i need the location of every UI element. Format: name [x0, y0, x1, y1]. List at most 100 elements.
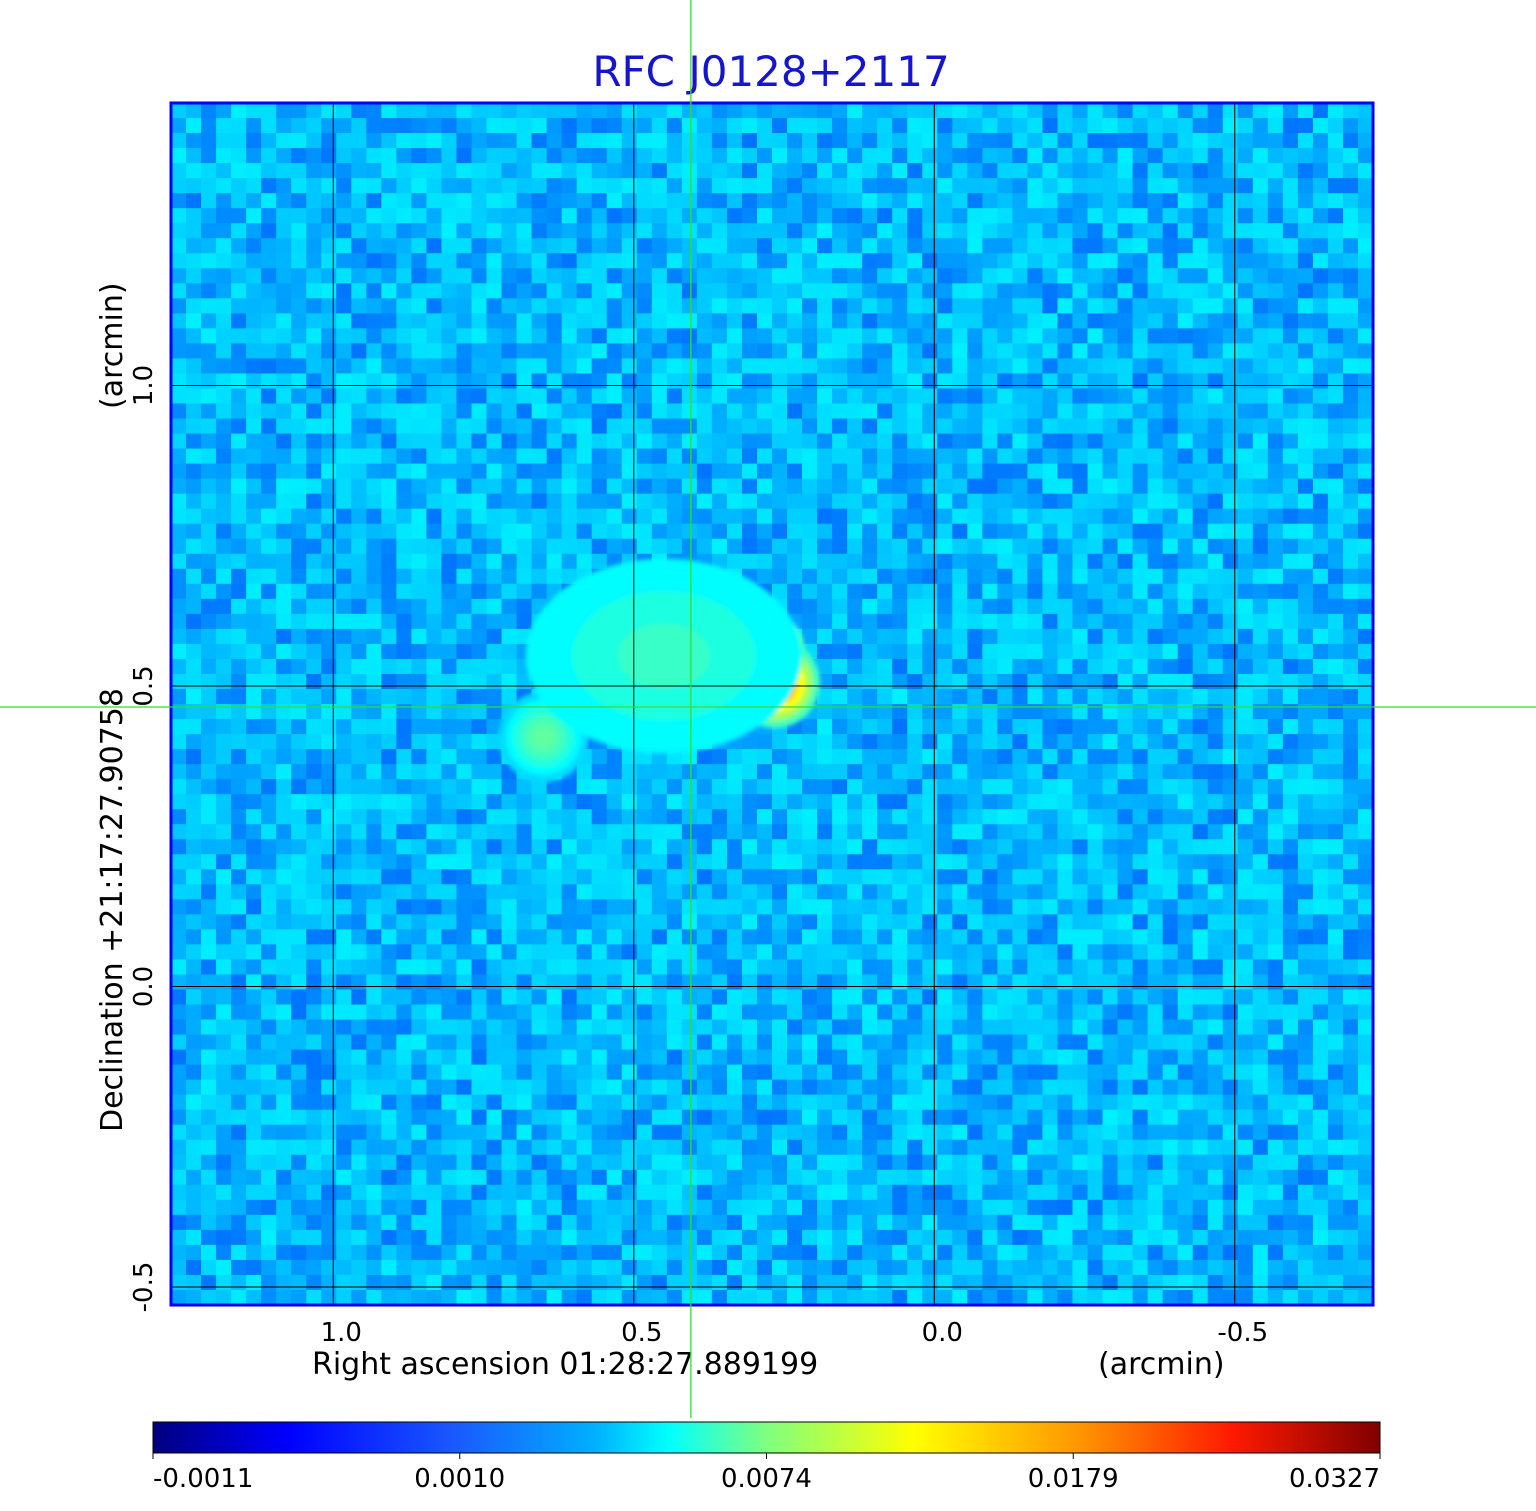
- heatmap-pixel: [306, 613, 322, 630]
- heatmap-pixel: [1042, 148, 1059, 164]
- heatmap-pixel: [862, 1109, 878, 1126]
- heatmap-pixel: [982, 283, 998, 299]
- heatmap-pixel: [246, 1019, 262, 1036]
- heatmap-pixel: [546, 343, 563, 360]
- heatmap-pixel: [817, 463, 833, 480]
- heatmap-pixel: [396, 583, 413, 600]
- heatmap-pixel: [501, 989, 518, 1006]
- heatmap-pixel: [772, 238, 788, 254]
- heatmap-pixel: [651, 148, 668, 164]
- heatmap-pixel: [231, 1079, 247, 1096]
- heatmap-pixel: [1042, 193, 1059, 209]
- heatmap-pixel: [741, 914, 758, 930]
- heatmap-pixel: [321, 1214, 337, 1231]
- heatmap-pixel: [817, 373, 833, 390]
- heatmap-pixel: [817, 764, 833, 780]
- heatmap-pixel: [666, 163, 683, 179]
- heatmap-pixel: [576, 884, 593, 900]
- heatmap-pixel: [847, 343, 863, 360]
- heatmap-pixel: [336, 974, 352, 991]
- heatmap-pixel: [486, 253, 503, 269]
- heatmap-pixel: [997, 388, 1014, 405]
- heatmap-pixel: [726, 253, 743, 269]
- heatmap-pixel: [1057, 1229, 1074, 1246]
- heatmap-pixel: [546, 448, 563, 465]
- heatmap-pixel: [982, 1154, 998, 1171]
- heatmap-pixel: [952, 899, 968, 915]
- heatmap-pixel: [486, 794, 503, 810]
- heatmap-pixel: [411, 613, 428, 630]
- heatmap-pixel: [351, 1244, 367, 1261]
- heatmap-pixel: [937, 1139, 953, 1156]
- heatmap-pixel: [306, 929, 322, 946]
- heatmap-pixel: [216, 643, 232, 660]
- heatmap-pixel: [486, 1154, 503, 1171]
- heatmap-pixel: [261, 1109, 277, 1126]
- heatmap-pixel: [997, 328, 1014, 345]
- heatmap-pixel: [576, 103, 593, 119]
- heatmap-pixel: [651, 1229, 668, 1246]
- heatmap-pixel: [922, 1124, 938, 1141]
- heatmap-pixel: [651, 283, 668, 299]
- heatmap-pixel: [892, 403, 908, 420]
- heatmap-pixel: [546, 118, 563, 134]
- heatmap-pixel: [817, 824, 833, 840]
- heatmap-pixel: [186, 734, 202, 750]
- heatmap-pixel: [922, 899, 938, 915]
- heatmap-pixel: [261, 1139, 277, 1156]
- heatmap-pixel: [982, 628, 998, 645]
- heatmap-pixel: [321, 178, 337, 194]
- heatmap-pixel: [471, 388, 488, 405]
- heatmap-pixel: [907, 448, 923, 465]
- heatmap-pixel: [1012, 1139, 1029, 1156]
- heatmap-pixel: [1102, 163, 1119, 179]
- heatmap-pixel: [787, 433, 803, 450]
- heatmap-pixel: [967, 613, 983, 630]
- heatmap-pixel: [937, 163, 953, 179]
- heatmap-pixel: [922, 343, 938, 360]
- heatmap-pixel: [321, 989, 337, 1006]
- heatmap-pixel: [832, 929, 848, 946]
- heatmap-pixel: [636, 463, 653, 480]
- heatmap-pixel: [441, 358, 458, 375]
- heatmap-pixel: [802, 1199, 818, 1216]
- heatmap-pixel: [802, 133, 818, 149]
- heatmap-pixel: [501, 373, 518, 390]
- heatmap-pixel: [576, 208, 593, 224]
- heatmap-pixel: [516, 238, 533, 254]
- heatmap-pixel: [1087, 854, 1104, 870]
- heatmap-pixel: [246, 103, 262, 119]
- heatmap-pixel: [772, 208, 788, 224]
- heatmap-pixel: [982, 583, 998, 600]
- heatmap-pixel: [711, 238, 728, 254]
- heatmap-pixel: [231, 613, 247, 630]
- heatmap-pixel: [817, 1019, 833, 1036]
- heatmap-pixel: [711, 1124, 728, 1141]
- heatmap-pixel: [756, 253, 773, 269]
- heatmap-pixel: [546, 1214, 563, 1231]
- heatmap-pixel: [366, 598, 382, 615]
- heatmap-pixel: [1042, 688, 1059, 705]
- heatmap-pixel: [952, 553, 968, 570]
- heatmap-pixel: [696, 809, 713, 825]
- heatmap-pixel: [516, 283, 533, 299]
- heatmap-pixel: [967, 1199, 983, 1216]
- heatmap-pixel: [726, 313, 743, 329]
- heatmap-pixel: [1012, 869, 1029, 885]
- heatmap-pixel: [832, 704, 848, 720]
- heatmap-pixel: [546, 1154, 563, 1171]
- heatmap-pixel: [576, 463, 593, 480]
- heatmap-pixel: [351, 704, 367, 720]
- heatmap-pixel: [832, 193, 848, 209]
- heatmap-pixel: [967, 734, 983, 750]
- heatmap-pixel: [982, 1229, 998, 1246]
- heatmap-pixel: [847, 1274, 863, 1291]
- heatmap-pixel: [666, 433, 683, 450]
- heatmap-pixel: [1087, 223, 1104, 239]
- heatmap-pixel: [922, 238, 938, 254]
- heatmap-pixel: [651, 388, 668, 405]
- heatmap-pixel: [411, 1274, 428, 1291]
- heatmap-pixel: [486, 974, 503, 991]
- heatmap-pixel: [817, 688, 833, 705]
- heatmap-pixel: [997, 403, 1014, 420]
